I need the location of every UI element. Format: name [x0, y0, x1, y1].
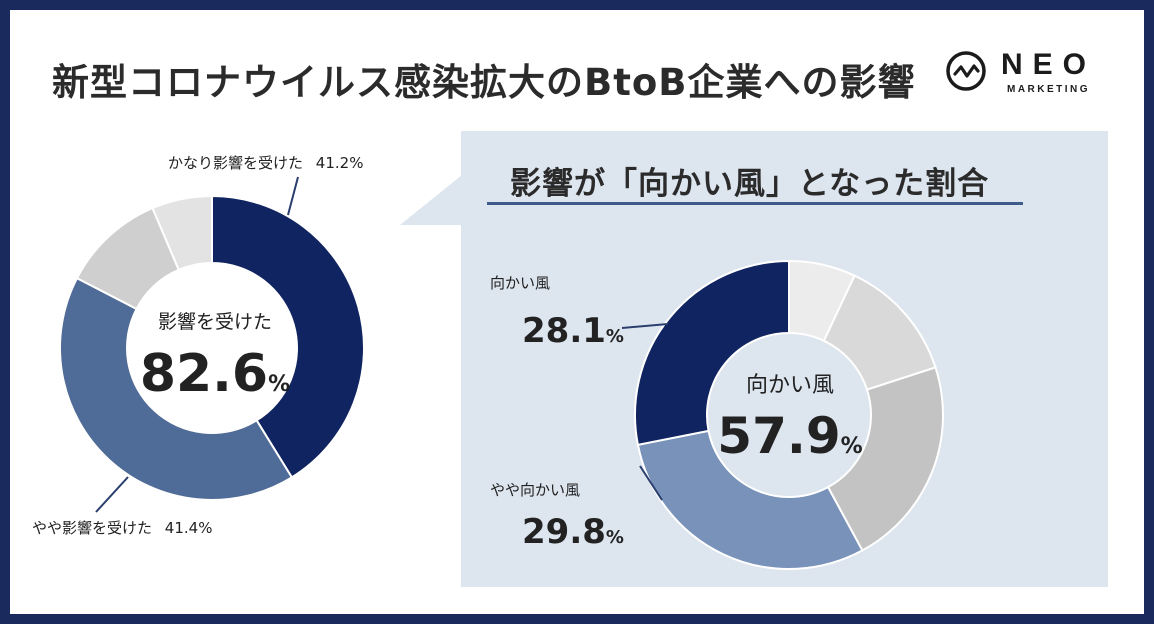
left-center-unit: %	[268, 372, 291, 397]
right-center-unit: %	[840, 434, 863, 459]
impact-slice-1	[59, 276, 294, 501]
leader-line-headwind	[621, 323, 669, 329]
label-slight-headwind-number: 29.8	[522, 512, 606, 552]
label-headwind-number: 28.1	[522, 311, 606, 351]
impact-slice-3	[151, 194, 213, 272]
panel-title-underline	[487, 202, 1023, 205]
label-slight-headwind-text: やや向かい風	[490, 481, 581, 499]
impact-slice-0	[211, 194, 365, 479]
label-somewhat-affected: やや影響を受けた 41.4%	[32, 517, 212, 538]
leader-line-somewhat-affected	[95, 476, 129, 513]
label-slight-headwind: やや向かい風 29.8%	[490, 479, 624, 552]
right-center-number: 57.9	[717, 407, 841, 465]
label-slight-headwind-unit: %	[605, 527, 624, 548]
logo-subtitle: MARKETING	[1007, 84, 1091, 95]
zigzag-icon	[946, 51, 986, 91]
right-center-value: 57.9%	[690, 407, 890, 465]
leader-line-strongly-affected	[287, 176, 299, 216]
headwind-slice-3	[636, 429, 864, 570]
label-strongly-affected-text: かなり影響を受けた	[168, 154, 304, 172]
leader-line-slight-headwind	[639, 465, 663, 501]
right-center: 向かい風 57.9%	[690, 367, 890, 465]
label-somewhat-affected-text: やや影響を受けた	[32, 519, 153, 537]
left-center-number: 82.6	[139, 344, 269, 404]
logo-name: NEO	[1001, 48, 1097, 81]
neo-marketing-logo: NEO MARKETING	[945, 48, 1105, 98]
headwind-slice-2	[826, 366, 944, 552]
headwind-slice-4	[634, 259, 790, 446]
label-somewhat-affected-value: 41.4%	[164, 519, 213, 537]
right-center-label: 向かい風	[745, 373, 834, 398]
left-center-value: 82.6%	[110, 344, 320, 404]
left-center: 影響を受けた 82.6%	[110, 307, 320, 404]
label-headwind-value: 28.1%	[522, 311, 624, 351]
panel-title: 影響が「向かい風」となった割合	[510, 166, 990, 202]
left-center-label: 影響を受けた	[157, 311, 272, 333]
label-strongly-affected: かなり影響を受けた 41.2%	[168, 152, 363, 173]
label-headwind: 向かい風 28.1%	[490, 272, 624, 351]
page-title: 新型コロナウイルス感染拡大のBtoB企業への影響	[52, 61, 916, 104]
label-headwind-unit: %	[605, 326, 624, 347]
label-strongly-affected-value: 41.2%	[315, 154, 364, 172]
label-slight-headwind-value: 29.8%	[522, 512, 624, 552]
label-headwind-text: 向かい風	[490, 274, 551, 292]
